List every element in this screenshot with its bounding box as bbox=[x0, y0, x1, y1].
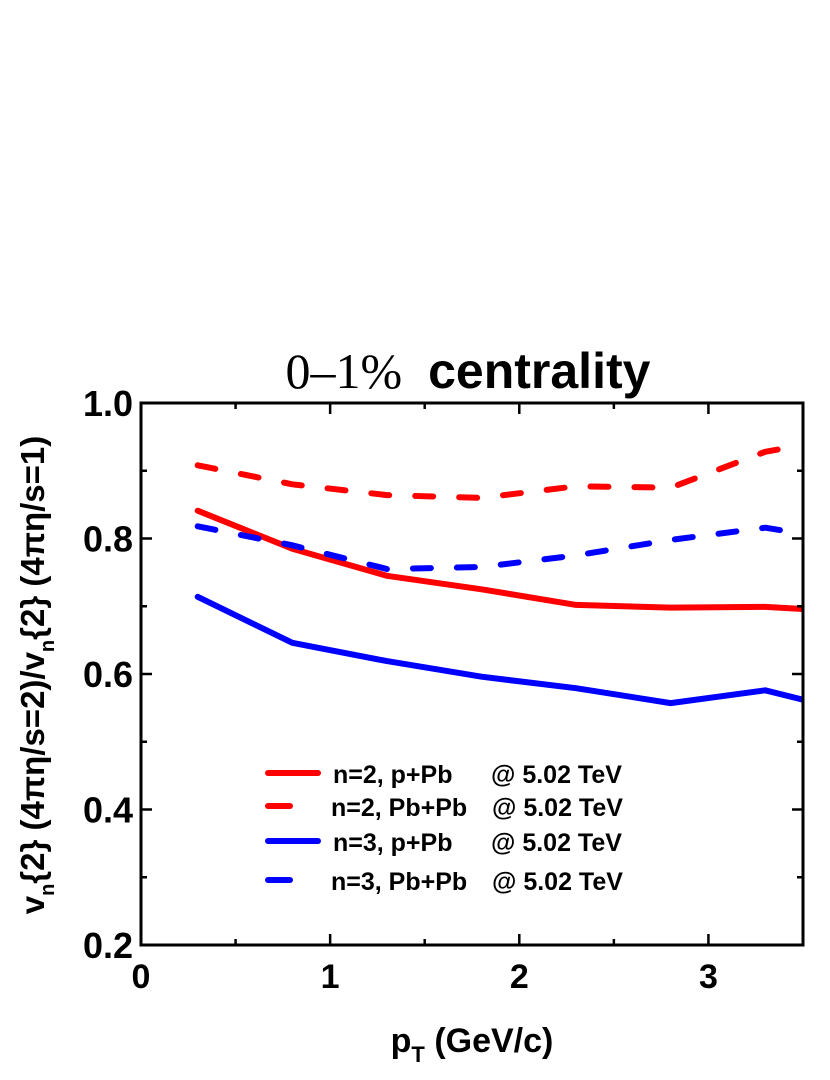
x-tick-label: 3 bbox=[699, 958, 718, 996]
legend-label-energy: @ 5.02 TeV bbox=[492, 868, 623, 896]
x-tick-label: 2 bbox=[510, 958, 529, 996]
legend-label: n=2, Pb+Pb bbox=[331, 794, 467, 822]
y-axis-label: vn{2} (4πη/s=2)/vn{2} (4πη/s=1) bbox=[14, 436, 59, 915]
y-axis-label-b: {2} (4πη/s=2)/v bbox=[14, 651, 51, 883]
y-axis-label-a-sub: n bbox=[37, 884, 59, 896]
legend-item: n=3, Pb+Pb @ 5.02 TeV bbox=[265, 868, 623, 896]
y-axis-label-b-sub: n bbox=[37, 640, 59, 652]
y-axis-label-c: {2} (4πη/s=1) bbox=[14, 436, 51, 640]
x-tick-label: 1 bbox=[321, 958, 340, 996]
series-line-3 bbox=[194, 593, 803, 707]
y-tick-labels: 0.2 0.4 0.6 0.8 1.0 bbox=[83, 383, 133, 966]
legend-label-energy: @ 5.02 TeV bbox=[492, 794, 623, 822]
legend-label: n=3, p+Pb bbox=[333, 829, 452, 857]
x-axis-label: pT (GeV/c) bbox=[391, 1022, 554, 1067]
legend-label-energy: @ 5.02 TeV bbox=[491, 761, 622, 789]
y-tick-label: 0.6 bbox=[83, 654, 133, 695]
legend-label: n=2, p+Pb bbox=[333, 761, 452, 789]
y-tick-label: 0.8 bbox=[83, 519, 133, 560]
y-tick-label: 1.0 bbox=[83, 383, 133, 424]
series-line-1 bbox=[194, 507, 803, 612]
x-axis-label-rest: (GeV/c) bbox=[425, 1022, 553, 1060]
x-tick-labels: 0 1 2 3 bbox=[132, 958, 718, 996]
y-tick-label: 0.2 bbox=[83, 925, 133, 966]
series-line-2 bbox=[194, 442, 803, 501]
y-axis-label-a: v bbox=[14, 895, 51, 914]
x-axis-label-main: p bbox=[391, 1022, 412, 1060]
x-axis-label-sub: T bbox=[411, 1042, 425, 1067]
legend-label: n=3, Pb+Pb bbox=[331, 868, 467, 896]
series-lines bbox=[194, 442, 803, 707]
chart-title: 0–1% centrality bbox=[286, 343, 651, 399]
chart-title-word: centrality bbox=[428, 343, 651, 399]
y-tick-label: 0.4 bbox=[83, 790, 133, 831]
legend-item: n=2, p+Pb @ 5.02 TeV bbox=[265, 761, 622, 789]
chart-title-numeric: 0–1% bbox=[286, 343, 403, 399]
axis-ticks bbox=[141, 403, 803, 945]
x-tick-label: 0 bbox=[132, 958, 151, 996]
legend-item: n=2, Pb+Pb @ 5.02 TeV bbox=[265, 794, 623, 822]
legend-label-energy: @ 5.02 TeV bbox=[491, 829, 622, 857]
legend-item: n=3, p+Pb @ 5.02 TeV bbox=[265, 829, 622, 857]
